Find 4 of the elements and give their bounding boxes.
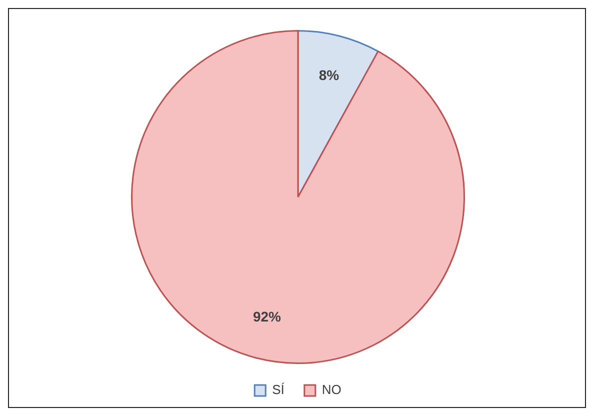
data-label: 92% (252, 308, 282, 325)
legend-label: SÍ (272, 382, 285, 398)
data-label: 8% (318, 67, 340, 84)
legend-label: NO (322, 382, 342, 398)
